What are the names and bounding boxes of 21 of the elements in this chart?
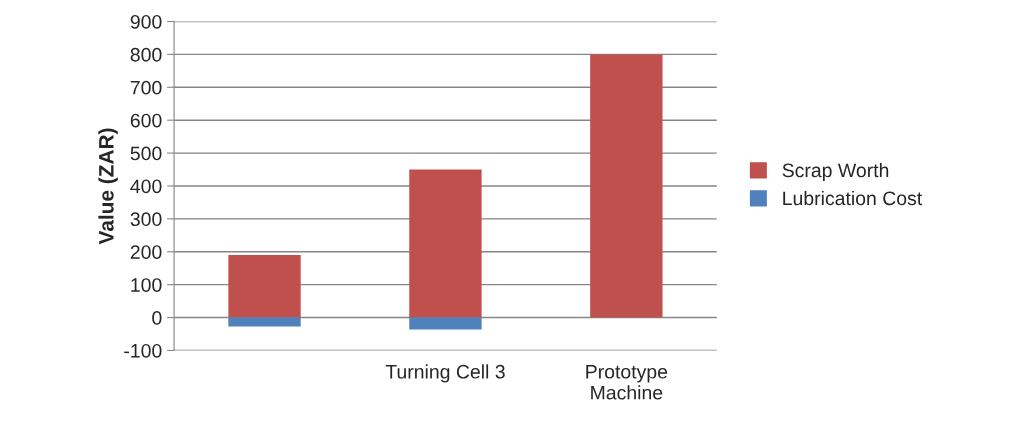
legend-label: Scrap Worth (782, 162, 889, 182)
y-tick-label: 800 (130, 47, 162, 62)
bar (590, 54, 663, 318)
y-tick-label: 400 (130, 179, 162, 194)
y-tick-label: 500 (130, 146, 162, 161)
bar (409, 169, 482, 318)
x-tick-label: Turning Cell 3 (385, 364, 505, 383)
bar (409, 317, 482, 330)
y-tick-label: 300 (130, 212, 162, 227)
bar (228, 317, 301, 327)
y-tick-label: 100 (131, 278, 162, 292)
y-tick-label: -100 (124, 343, 162, 358)
x-tick-label: Prototype Machine (586, 365, 668, 400)
y-tick-label: 0 (152, 311, 162, 325)
legend-label: Lubrication Cost (783, 190, 923, 206)
y-tick-label: 600 (130, 113, 162, 128)
y-axis-title: Value (ZAR) (98, 128, 118, 245)
y-tick-label: 200 (130, 245, 162, 259)
y-tick-label: 900 (130, 14, 162, 29)
bar (228, 255, 301, 318)
y-tick-label: 700 (130, 80, 162, 95)
